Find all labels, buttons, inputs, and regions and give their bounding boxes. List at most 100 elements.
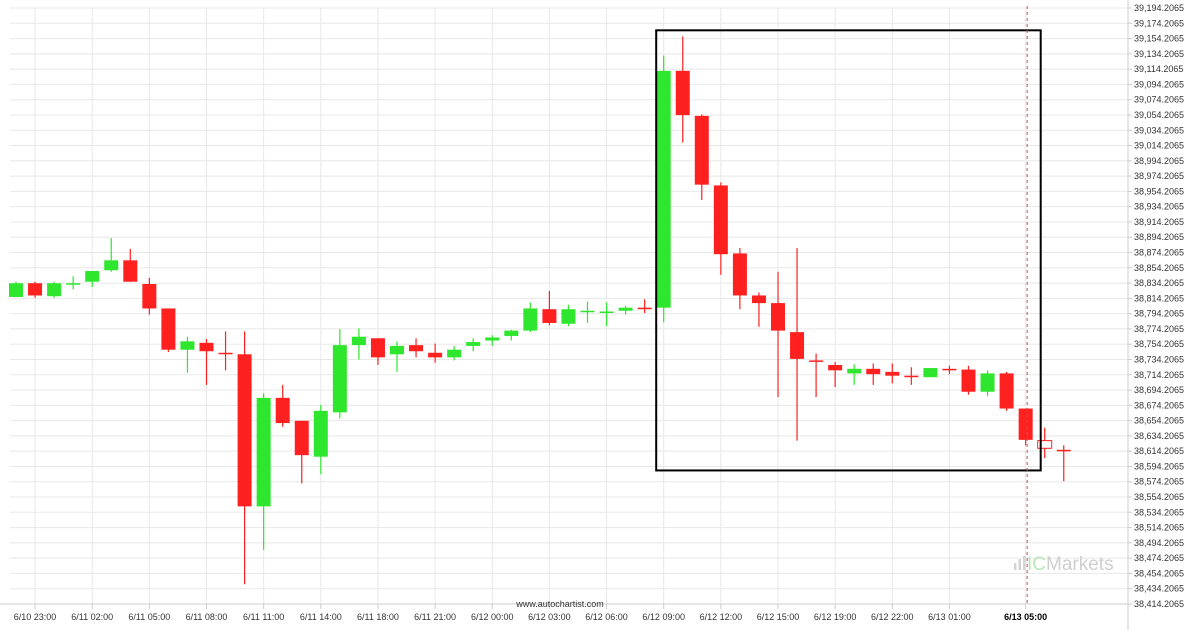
y-tick-label: 39,074.2065 <box>1134 95 1184 105</box>
candle <box>485 335 500 346</box>
y-tick-label: 38,594.2065 <box>1134 461 1184 471</box>
candle-body <box>9 283 23 297</box>
candle <box>961 365 976 395</box>
y-tick-label: 38,534.2065 <box>1134 507 1184 517</box>
candle <box>161 308 176 353</box>
candle-body <box>351 336 366 346</box>
candle-body <box>771 303 785 331</box>
y-tick-label: 38,634.2065 <box>1134 431 1184 441</box>
candle <box>9 281 23 297</box>
candle-body <box>885 371 900 376</box>
candle-body <box>218 352 233 355</box>
y-tick-label: 38,934.2065 <box>1134 202 1184 212</box>
candle <box>1018 408 1033 446</box>
y-tick-label: 38,654.2065 <box>1134 416 1184 426</box>
candle-body <box>47 283 62 297</box>
candle <box>466 338 481 352</box>
candle-body <box>656 70 671 308</box>
candle-body <box>866 368 881 375</box>
candle <box>142 277 157 315</box>
y-tick-label: 38,494.2065 <box>1134 538 1184 548</box>
candle <box>180 336 195 373</box>
candle <box>809 353 824 398</box>
y-tick-label: 38,914.2065 <box>1134 217 1184 227</box>
x-tick-label: 6/12 09:00 <box>642 612 685 622</box>
candle <box>580 301 595 323</box>
candle-body <box>847 368 862 374</box>
candle-body <box>28 283 43 296</box>
candle <box>313 404 328 475</box>
candle-body <box>713 185 728 255</box>
candle <box>237 331 252 585</box>
candle-body <box>732 253 747 296</box>
x-tick-label: 6/11 11:00 <box>243 612 284 622</box>
credit-text: www.autochartist.com <box>515 599 604 609</box>
candle <box>351 328 366 360</box>
logo-markets: Markets <box>1046 554 1114 575</box>
logo-bars-icon <box>1014 556 1026 570</box>
candle-body <box>561 309 576 324</box>
candle <box>561 304 576 327</box>
y-tick-label: 39,054.2065 <box>1134 110 1184 120</box>
y-tick-label: 38,794.2065 <box>1134 309 1184 319</box>
candle-body <box>542 309 557 323</box>
x-tick-label: 6/12 15:00 <box>757 612 800 622</box>
y-tick-label: 38,474.2065 <box>1134 553 1184 563</box>
y-tick-label: 38,734.2065 <box>1134 354 1184 364</box>
candle <box>980 370 995 397</box>
y-tick-label: 38,714.2065 <box>1134 370 1184 380</box>
candle <box>504 329 519 341</box>
candle <box>885 363 900 384</box>
candle-body <box>66 283 81 285</box>
y-tick-label: 38,434.2065 <box>1134 584 1184 594</box>
candle-body <box>447 349 462 358</box>
candle-body <box>199 342 214 352</box>
candle <box>275 384 290 427</box>
candle-body <box>694 115 709 185</box>
candle <box>47 281 62 298</box>
x-tick-label: 6/12 06:00 <box>585 612 628 622</box>
x-tick-label: 6/10 23:00 <box>14 612 57 622</box>
x-tick-label: 6/13 05:00 <box>1004 612 1047 622</box>
candle <box>732 248 747 310</box>
candle-body <box>142 283 157 309</box>
y-tick-label: 39,014.2065 <box>1134 141 1184 151</box>
y-tick-label: 38,814.2065 <box>1134 293 1184 303</box>
candle <box>390 341 404 372</box>
candle <box>428 343 443 363</box>
y-tick-label: 39,194.2065 <box>1134 3 1184 13</box>
candle <box>1056 445 1071 482</box>
candle-body <box>485 337 500 341</box>
x-tick-label: 6/12 12:00 <box>700 612 743 622</box>
candle <box>751 292 766 327</box>
candle-body <box>237 354 252 507</box>
candle <box>618 306 633 315</box>
icmarkets-logo: ICMarkets <box>1014 554 1114 575</box>
candle-body <box>294 420 309 456</box>
candle <box>713 182 728 275</box>
y-tick-label: 39,034.2065 <box>1134 125 1184 135</box>
y-tick-label: 39,094.2065 <box>1134 79 1184 89</box>
x-tick-label: 6/11 14:00 <box>300 612 342 622</box>
gridlines <box>10 7 1128 605</box>
y-tick-label: 38,974.2065 <box>1134 171 1184 181</box>
candle <box>294 420 309 484</box>
candle <box>409 338 424 358</box>
candle <box>256 393 271 550</box>
candle <box>866 363 881 385</box>
y-tick-label: 38,854.2065 <box>1134 263 1184 273</box>
y-tick-label: 39,174.2065 <box>1134 18 1184 28</box>
candle <box>332 329 347 419</box>
candle <box>218 331 233 371</box>
y-tick-label: 38,874.2065 <box>1134 248 1184 258</box>
logo-ic: IC <box>1027 554 1046 575</box>
candle-body <box>961 369 976 392</box>
y-tick-label: 38,674.2065 <box>1134 400 1184 410</box>
candle-body <box>123 260 138 282</box>
pattern-box <box>655 29 1042 472</box>
candle-body <box>390 345 404 355</box>
candle-body <box>523 308 538 331</box>
candle <box>923 368 938 378</box>
candle-body <box>428 352 443 358</box>
y-tick-label: 38,994.2065 <box>1134 156 1184 166</box>
